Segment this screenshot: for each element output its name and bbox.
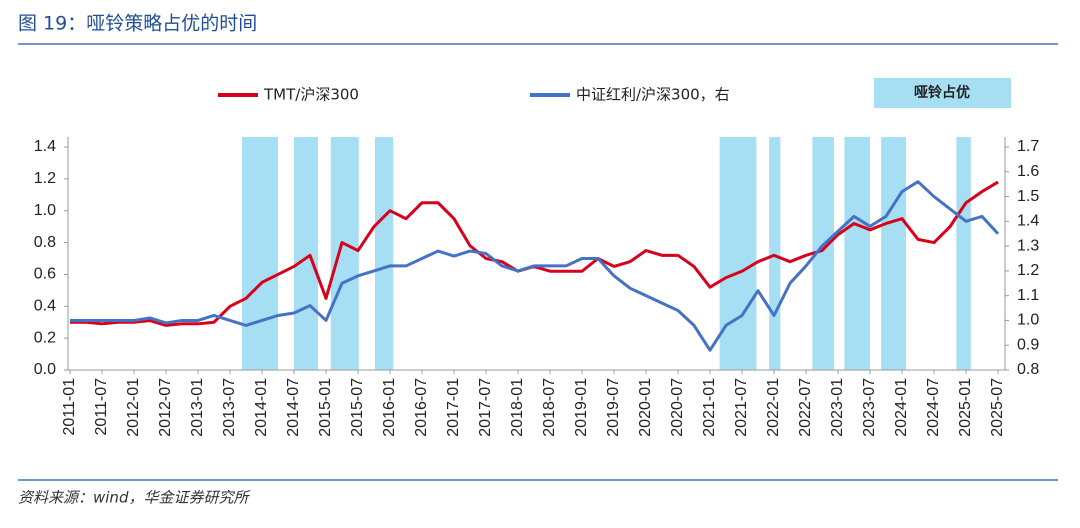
x-tick-label: 2020-07 (669, 378, 686, 437)
x-tick-label: 2016-07 (413, 378, 430, 437)
y2-tick-label: 1.1 (1017, 287, 1039, 304)
x-tick-label: 2024-07 (925, 378, 942, 437)
line-series (70, 180, 1000, 352)
legend-label: TMT/沪深300 (263, 86, 359, 104)
x-tick-label: 2020-01 (637, 378, 654, 437)
legend-label: 中证红利/沪深300，右 (576, 86, 730, 104)
x-tick-label: 2022-01 (765, 378, 782, 437)
x-tick-label: 2015-01 (317, 378, 334, 437)
y-tick-label: 0.0 (34, 361, 56, 378)
y-tick-label: 0.6 (34, 266, 56, 283)
highlight-band (844, 137, 870, 370)
y-tick-label: 0.8 (34, 234, 56, 251)
x-tick-label: 2016-01 (381, 378, 398, 437)
x-tick-label: 2013-07 (221, 378, 238, 437)
x-tick-label: 2021-01 (701, 378, 718, 437)
y-tick-label: 0.2 (34, 329, 56, 346)
y2-tick-label: 1.4 (1017, 213, 1039, 230)
y2-tick-label: 1.0 (1017, 312, 1039, 329)
x-tick-label: 2017-07 (477, 378, 494, 437)
x-tick-label: 2025-07 (989, 378, 1006, 437)
x-tick-label: 2023-01 (829, 378, 846, 437)
x-tick-label: 2018-07 (541, 378, 558, 437)
x-tick-label: 2011-01 (61, 378, 78, 436)
y2-tick-label: 1.3 (1017, 237, 1039, 254)
x-tick-label: 2011-07 (93, 378, 110, 436)
highlight-band (881, 137, 906, 370)
highlight-band (294, 137, 318, 370)
y2-tick-label: 1.6 (1017, 163, 1039, 180)
y-tick-label: 1.4 (34, 138, 56, 155)
y2-tick-label: 0.9 (1017, 336, 1039, 353)
x-tick-label: 2015-07 (349, 378, 366, 437)
x-tick-label: 2019-01 (573, 378, 590, 437)
highlight-band (242, 137, 278, 370)
x-tick-label: 2023-07 (861, 378, 878, 437)
highlight-band (812, 137, 834, 370)
x-tick-label: 2019-07 (605, 378, 622, 437)
source: 资料来源：wind，华金证券研究所 (18, 489, 250, 507)
highlight-band (330, 137, 359, 370)
x-tick-label: 2012-07 (157, 378, 174, 437)
x-tick-label: 2022-07 (797, 378, 814, 437)
highlight-band (719, 137, 757, 370)
chart-title: 图 19：哑铃策略占优的时间 (18, 13, 257, 35)
x-tick-label: 2014-07 (285, 378, 302, 437)
x-tick-label: 2018-01 (509, 378, 526, 437)
x-tick-label: 2012-01 (125, 378, 142, 437)
highlight-band (956, 137, 971, 370)
x-tick-label: 2014-01 (253, 378, 270, 437)
y-tick-label: 1.2 (34, 170, 56, 187)
y2-tick-label: 1.2 (1017, 262, 1039, 279)
highlight-band (374, 137, 394, 370)
y-tick-label: 1.0 (34, 202, 56, 219)
y-tick-label: 0.4 (34, 298, 56, 315)
x-tick-label: 2025-01 (957, 378, 974, 437)
x-tick-label: 2017-01 (445, 378, 462, 437)
x-tick-label: 2024-01 (893, 378, 910, 437)
highlight-band (769, 137, 781, 370)
x-tick-label: 2013-01 (189, 378, 206, 437)
y2-tick-label: 1.7 (1017, 138, 1039, 155)
x-tick-label: 2021-07 (733, 378, 750, 437)
y2-tick-label: 1.5 (1017, 188, 1039, 205)
legend: TMT/沪深300 中证红利/沪深300，右 哑铃占优 (218, 78, 1011, 108)
legend-label: 哑铃占优 (914, 84, 970, 101)
legend-swatch (874, 78, 1011, 108)
y2-tick-label: 0.8 (1017, 361, 1039, 378)
